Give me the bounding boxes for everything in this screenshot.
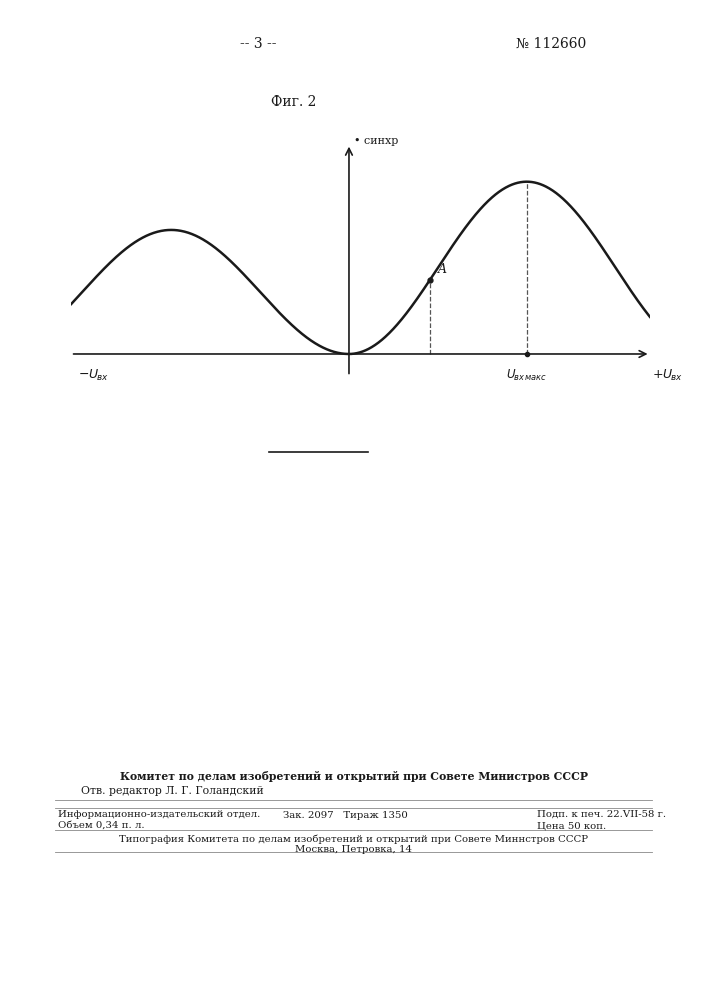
Text: Подп. к печ. 22.VII-58 г.: Подп. к печ. 22.VII-58 г. — [537, 810, 667, 819]
Text: Фиг. 2: Фиг. 2 — [271, 95, 316, 109]
Text: • синхр: • синхр — [354, 136, 399, 146]
Text: Информационно-издательский отдел.: Информационно-издательский отдел. — [58, 810, 260, 819]
Text: -- 3 --: -- 3 -- — [240, 37, 276, 51]
Text: Москва, Петровка, 14: Москва, Петровка, 14 — [295, 845, 412, 854]
Text: $+U_{\!\mathit{вх}}$: $+U_{\!\mathit{вх}}$ — [652, 368, 682, 383]
Text: A: A — [438, 263, 447, 276]
Text: Цена 50 коп.: Цена 50 коп. — [537, 821, 607, 830]
Text: Отв. редактор Л. Г. Голандский: Отв. редактор Л. Г. Голандский — [81, 786, 264, 796]
Text: Типография Комитета по делам изобретений и открытий при Совете Миннстров СССР: Типография Комитета по делам изобретений… — [119, 834, 588, 844]
Text: Зак. 2097   Тираж 1350: Зак. 2097 Тираж 1350 — [283, 812, 407, 820]
Text: № 112660: № 112660 — [516, 37, 587, 51]
Text: Объем 0,34 п. л.: Объем 0,34 п. л. — [58, 821, 145, 830]
Text: $U_{\!\mathit{вх}\,\mathit{макс}}$: $U_{\!\mathit{вх}\,\mathit{макс}}$ — [506, 368, 547, 383]
Text: $-U_{\!\mathit{вх}}$: $-U_{\!\mathit{вх}}$ — [78, 368, 109, 383]
Text: Комитет по делам изобретений и открытий при Совете Министров СССР: Комитет по делам изобретений и открытий … — [119, 771, 588, 782]
